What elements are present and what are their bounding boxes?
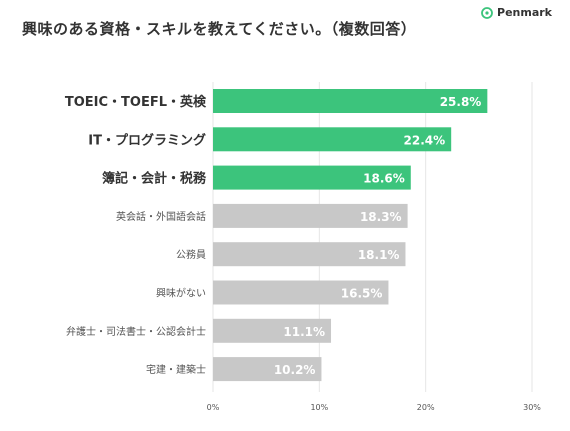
category-label: 興味がない — [156, 287, 206, 300]
category-labels: TOEIC・TOEFL・英検 IT・プログラミング簿記・会計・税務英会話・外国語会… — [65, 94, 207, 376]
category-label: 公務員 — [176, 248, 206, 261]
value-labels: 25.8% 22.4% 18.6% 18.3% 18.1% 16.5% 11.1% 10.2% — [274, 95, 482, 377]
category-label: 簿記・会計・税務 — [102, 171, 207, 187]
category-label: 宅建・建築士 — [146, 363, 206, 376]
bar — [213, 357, 322, 382]
brand-logo: Penmark — [481, 6, 552, 19]
category-label: 弁護士・司法書士・公認会計士 — [66, 325, 206, 338]
chart-title: 興味のある資格・スキルを教えてください。（複数回答） — [22, 20, 417, 38]
value-label: 16.5% — [341, 287, 383, 301]
value-label: 18.3% — [360, 210, 402, 224]
bar — [213, 165, 411, 190]
bar — [213, 242, 406, 267]
value-label: 25.8% — [440, 95, 482, 109]
category-label: 英会話・外国語会話 — [116, 210, 206, 223]
value-label: 11.1% — [283, 325, 325, 339]
value-label: 10.2% — [274, 363, 316, 377]
bar — [213, 280, 389, 305]
value-label: 18.1% — [358, 248, 400, 262]
bar — [213, 89, 488, 113]
value-label: 22.4% — [404, 133, 446, 147]
bar — [213, 127, 452, 152]
x-tick-label: 20% — [417, 403, 435, 412]
x-tick-label: 0% — [207, 403, 220, 412]
penmark-icon — [481, 6, 493, 19]
brand-name: Penmark — [497, 6, 552, 19]
x-axis-ticks: 0% 10% 20% 30% — [207, 403, 542, 412]
bar — [213, 318, 332, 343]
category-label: IT・プログラミング — [88, 132, 206, 148]
bars — [213, 89, 488, 382]
x-tick-label: 10% — [310, 403, 328, 412]
x-tick-label: 30% — [523, 403, 541, 412]
value-label: 18.6% — [363, 172, 405, 186]
category-label: TOEIC・TOEFL・英検 — [65, 94, 207, 110]
bar — [213, 203, 408, 228]
